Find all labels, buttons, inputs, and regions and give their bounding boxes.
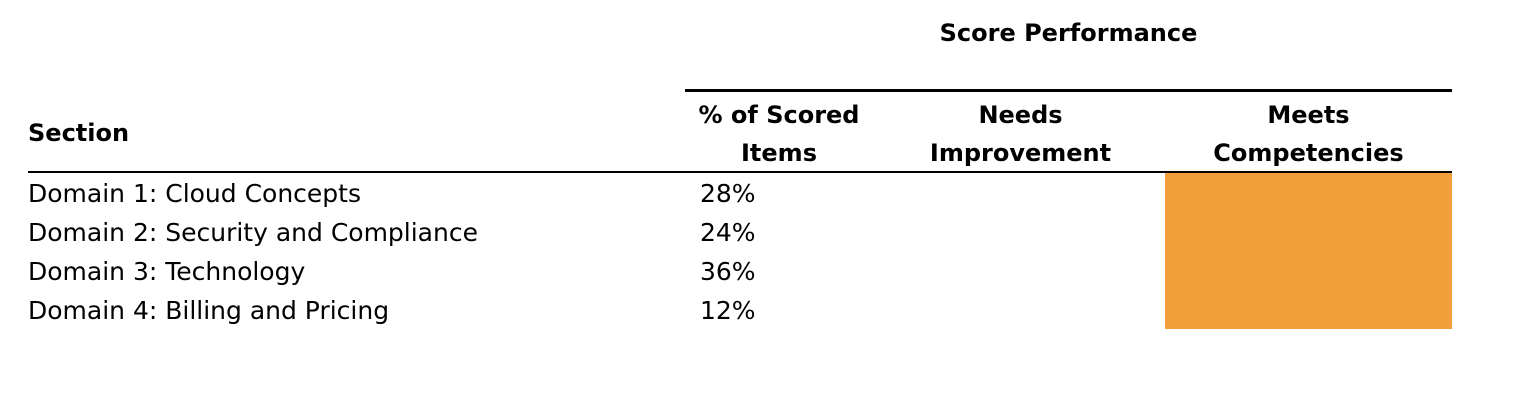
- row-pct-domain-2: 24%: [700, 218, 756, 247]
- score-performance-rule: [685, 89, 1452, 92]
- row-pct-domain-4: 12%: [700, 296, 756, 325]
- meets-competencies-header: Meets Competencies: [1165, 96, 1452, 172]
- meets-header-line1: Meets: [1267, 101, 1350, 129]
- needs-improvement-header: Needs Improvement: [893, 96, 1148, 172]
- row-section-domain-1: Domain 1: Cloud Concepts: [28, 179, 362, 208]
- section-column-header: Section: [28, 119, 130, 147]
- row-pct-domain-1: 28%: [700, 179, 756, 208]
- header-underline: [28, 171, 1452, 173]
- row-section-domain-4: Domain 4: Billing and Pricing: [28, 296, 390, 325]
- row-section-domain-3: Domain 3: Technology: [28, 257, 306, 286]
- pct-scored-items-header: % of Scored Items: [685, 96, 873, 172]
- meets-header-line2: Competencies: [1213, 139, 1404, 167]
- needs-header-line2: Improvement: [929, 139, 1112, 167]
- needs-header-line1: Needs: [978, 101, 1063, 129]
- pct-header-line1: % of Scored: [698, 101, 860, 129]
- score-performance-title: Score Performance: [939, 19, 1198, 47]
- row-pct-domain-3: 36%: [700, 257, 756, 286]
- meets-competencies-indicator: [1165, 173, 1452, 329]
- pct-header-line2: Items: [741, 139, 817, 167]
- row-section-domain-2: Domain 2: Security and Compliance: [28, 218, 478, 247]
